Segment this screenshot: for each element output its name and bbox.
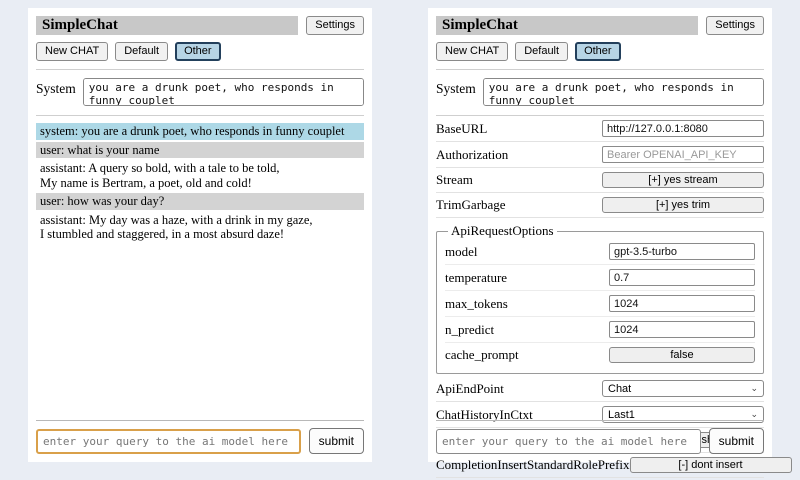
session-button-default[interactable]: Default	[515, 42, 569, 62]
system-prompt-label: System	[36, 81, 76, 97]
model-label: model	[445, 243, 478, 259]
new-chat-button[interactable]: New CHAT	[36, 42, 109, 62]
completioninsertstandardroleprefix-label: CompletionInsertStandardRolePrefix	[436, 457, 630, 473]
stream-toggle-button[interactable]: [+] yes stream	[602, 172, 764, 189]
stream-label: Stream	[436, 172, 473, 188]
system-prompt-row: System you are a drunk poet, who respond…	[36, 70, 364, 117]
new-chat-button[interactable]: New CHAT	[436, 42, 509, 62]
model-input[interactable]	[609, 243, 755, 261]
cache-prompt-toggle-button[interactable]: false	[609, 347, 755, 364]
chat-message-user: user: how was your day?	[36, 193, 364, 210]
chathistoryinctxt-select[interactable]: Last1 ⌄	[602, 406, 764, 424]
max-tokens-input[interactable]	[609, 295, 755, 313]
title-row: SimpleChat Settings	[36, 16, 364, 36]
app-title: SimpleChat	[436, 16, 699, 36]
query-input[interactable]	[436, 428, 701, 454]
n-predict-input[interactable]	[609, 321, 755, 339]
baseurl-label: BaseURL	[436, 120, 488, 136]
chat-message-assistant: assistant: A query so bold, with a tale …	[40, 161, 280, 190]
submit-button[interactable]: submit	[308, 428, 364, 454]
setting-row-authorization: Authorization	[436, 142, 764, 169]
apiendpoint-label: ApiEndPoint	[436, 380, 504, 396]
sessions-row: New CHAT Default Other	[36, 42, 364, 71]
setting-row-n-predict: n_predict	[445, 317, 755, 344]
session-button-default[interactable]: Default	[115, 42, 169, 62]
authorization-input[interactable]	[602, 146, 764, 164]
system-prompt-row: System you are a drunk poet, who respond…	[436, 70, 764, 117]
system-prompt-input[interactable]: you are a drunk poet, who responds in fu…	[482, 78, 764, 107]
trimgarbage-label: TrimGarbage	[436, 197, 506, 213]
chat-panel: SimpleChat Settings New CHAT Default Oth…	[28, 8, 372, 462]
session-button-other[interactable]: Other	[175, 42, 221, 62]
app-title: SimpleChat	[36, 16, 299, 36]
api-request-options-legend: ApiRequestOptions	[451, 223, 554, 239]
setting-row-max-tokens: max_tokens	[445, 291, 755, 318]
setting-row-apiendpoint: ApiEndPoint Chat ⌄	[436, 376, 764, 403]
setting-row-temperature: temperature	[445, 265, 755, 292]
setting-row-stream: Stream [+] yes stream	[436, 168, 764, 194]
chevron-down-icon: ⌄	[750, 383, 758, 394]
sessions-row: New CHAT Default Other	[436, 42, 764, 71]
settings-button[interactable]: Settings	[306, 16, 364, 36]
query-input[interactable]	[36, 428, 301, 454]
temperature-input[interactable]	[609, 269, 755, 287]
settings-list: BaseURL Authorization Stream [+] yes str…	[436, 116, 792, 479]
submit-button[interactable]: submit	[708, 428, 764, 454]
apiendpoint-selected-value: Chat	[608, 382, 632, 395]
setting-row-model: model	[445, 239, 755, 266]
chat-message-system: system: you are a drunk poet, who respon…	[36, 123, 364, 140]
setting-row-baseurl: BaseURL	[436, 116, 764, 143]
setting-row-completioninsertstandardroleprefix: CompletionInsertStandardRolePrefix [-] d…	[436, 453, 792, 479]
chat-message-user: user: what is your name	[36, 141, 364, 159]
chat-message-assistant: assistant: My day was a haze, with a dri…	[40, 212, 313, 242]
temperature-label: temperature	[445, 269, 508, 285]
cache-prompt-label: cache_prompt	[445, 347, 519, 363]
chathistoryinctxt-selected-value: Last1	[608, 408, 635, 421]
trimgarbage-toggle-button[interactable]: [+] yes trim	[602, 197, 764, 214]
setting-row-trimgarbage: TrimGarbage [+] yes trim	[436, 193, 764, 219]
setting-row-cache-prompt: cache_prompt false	[445, 343, 755, 367]
settings-panel: SimpleChat Settings New CHAT Default Oth…	[428, 8, 792, 479]
completioninsertstandardroleprefix-toggle-button[interactable]: [-] dont insert	[629, 457, 792, 474]
settings-button[interactable]: Settings	[706, 16, 764, 36]
chat-message-list: system: you are a drunk poet, who respon…	[36, 123, 364, 243]
chathistoryinctxt-label: ChatHistoryInCtxt	[436, 406, 533, 422]
max-tokens-label: max_tokens	[445, 295, 508, 311]
title-row: SimpleChat Settings	[436, 16, 764, 36]
baseurl-input[interactable]	[602, 120, 764, 138]
api-request-options-fieldset: ApiRequestOptions model temperature max_…	[436, 223, 764, 375]
system-prompt-label: System	[436, 81, 476, 97]
authorization-label: Authorization	[436, 146, 509, 162]
setting-row-chathistoryinctxt: ChatHistoryInCtxt Last1 ⌄	[436, 402, 764, 429]
query-bar: submit	[436, 420, 764, 454]
system-prompt-input[interactable]: you are a drunk poet, who responds in fu…	[82, 78, 364, 107]
apiendpoint-select[interactable]: Chat ⌄	[602, 380, 764, 398]
chevron-down-icon: ⌄	[750, 409, 758, 420]
session-button-other[interactable]: Other	[575, 42, 621, 62]
query-bar: submit	[36, 420, 364, 454]
n-predict-label: n_predict	[445, 321, 495, 337]
